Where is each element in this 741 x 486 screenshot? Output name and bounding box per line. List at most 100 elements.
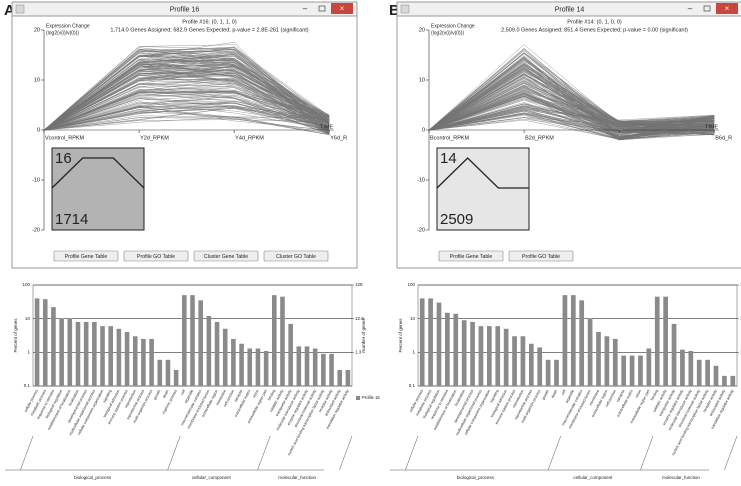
- category-label: cell: [180, 389, 186, 396]
- bar: [83, 321, 89, 386]
- y-tick-label: 1: [27, 350, 30, 355]
- y-tick-label: 20: [419, 27, 425, 33]
- gene-line: [43, 88, 330, 131]
- bar: [59, 318, 64, 386]
- window-title: Profile 14: [555, 6, 585, 13]
- gene-line: [428, 107, 715, 131]
- y-tick-label: 100: [22, 282, 30, 287]
- bar: [255, 348, 261, 386]
- gene-line: [43, 85, 330, 131]
- bar: [345, 369, 351, 386]
- gene-line: [428, 94, 715, 131]
- category-label: synapse: [616, 389, 626, 403]
- category-label: virion: [252, 389, 260, 398]
- bar: [461, 320, 467, 386]
- category-label: cell: [561, 389, 567, 396]
- group-divider: [20, 435, 34, 471]
- x-tick-label: B6d_R: [715, 135, 732, 141]
- gene-line: [43, 84, 330, 131]
- bar: [470, 321, 475, 386]
- gene-line: [428, 86, 715, 133]
- bar: [453, 313, 459, 386]
- bar: [696, 359, 702, 386]
- gene-lines: [43, 42, 330, 136]
- category-label: death: [550, 389, 558, 399]
- profile-stats: 2,509.0 Genes Assigned; 851.4 Genes Expe…: [501, 27, 688, 33]
- group-divider: [257, 435, 271, 471]
- bar: [165, 359, 171, 386]
- bar: [42, 299, 48, 386]
- bar: [512, 336, 517, 386]
- gene-line: [428, 80, 715, 131]
- gene-line: [43, 102, 330, 131]
- y-tick-label: -20: [32, 227, 40, 233]
- y-tick-label: 20: [34, 27, 40, 33]
- y-tick-label: 1: [412, 350, 415, 355]
- gene-line: [43, 76, 330, 133]
- bar: [730, 375, 736, 386]
- bar: [612, 338, 618, 386]
- bar: [337, 369, 343, 386]
- gene-line: [428, 85, 715, 131]
- category-label: binding: [267, 389, 276, 401]
- bar: [596, 332, 601, 386]
- bar: [206, 316, 212, 386]
- bar: [671, 323, 677, 386]
- bar: [722, 375, 727, 386]
- profile-title: Profile #14: (0, 1, 0, 0): [567, 19, 622, 25]
- bar: [621, 355, 627, 386]
- panel-label: A: [4, 2, 15, 19]
- y-axis-title: Percent of genes: [13, 318, 18, 353]
- category-label: growth: [541, 389, 550, 400]
- y-tick-label: 0: [422, 127, 425, 133]
- button[interactable]: [193, 250, 259, 262]
- bar: [646, 348, 652, 386]
- bar: [663, 296, 668, 386]
- bar: [280, 296, 285, 386]
- bar: [239, 343, 244, 386]
- button-label: Profile Gene Table: [450, 254, 493, 260]
- gene-line: [43, 105, 330, 131]
- bar: [654, 296, 660, 386]
- button-label: Profile GO Table: [137, 254, 175, 260]
- x-tick-label: Y2d_RPKM: [140, 135, 169, 141]
- bar: [545, 359, 551, 386]
- button[interactable]: [508, 250, 574, 262]
- model-profile: [51, 157, 145, 189]
- x-tick-label: B2d_RPKM: [525, 135, 554, 141]
- bar: [312, 348, 318, 386]
- y-tick-label: 0: [37, 127, 40, 133]
- button-label: Profile Gene Table: [65, 254, 108, 260]
- bar: [604, 336, 610, 386]
- bar: [688, 350, 694, 386]
- profile-box: [436, 147, 530, 231]
- y-tick-label: 10: [34, 77, 40, 83]
- bar: [182, 295, 187, 386]
- app-icon: [400, 4, 410, 14]
- bar: [705, 359, 710, 386]
- gene-line: [43, 78, 330, 132]
- gene-line: [428, 74, 715, 131]
- category-label: signaling: [489, 389, 499, 403]
- x-tick-label: Y4d_RPKM: [235, 135, 264, 141]
- y-tick-label: -10: [32, 177, 40, 183]
- button[interactable]: [53, 250, 119, 262]
- gene-count: 1714: [55, 211, 88, 228]
- button[interactable]: [123, 250, 189, 262]
- gene-line: [43, 65, 330, 131]
- gene-line: [428, 90, 715, 131]
- button[interactable]: [438, 250, 504, 262]
- profile-title: Profile #16: (0, 1, 1, 0): [182, 19, 237, 25]
- button[interactable]: [263, 250, 329, 262]
- gene-line: [43, 49, 330, 131]
- bar: [247, 348, 253, 386]
- bar: [124, 332, 130, 386]
- y-tick-label: 0.1: [409, 383, 416, 388]
- category-label: membrane: [589, 389, 601, 406]
- gene-line: [43, 59, 330, 135]
- gene-line: [43, 117, 330, 135]
- gene-line: [43, 95, 330, 134]
- gene-line: [428, 58, 715, 131]
- button-label: Cluster GO Table: [276, 254, 316, 260]
- gene-line: [428, 64, 715, 131]
